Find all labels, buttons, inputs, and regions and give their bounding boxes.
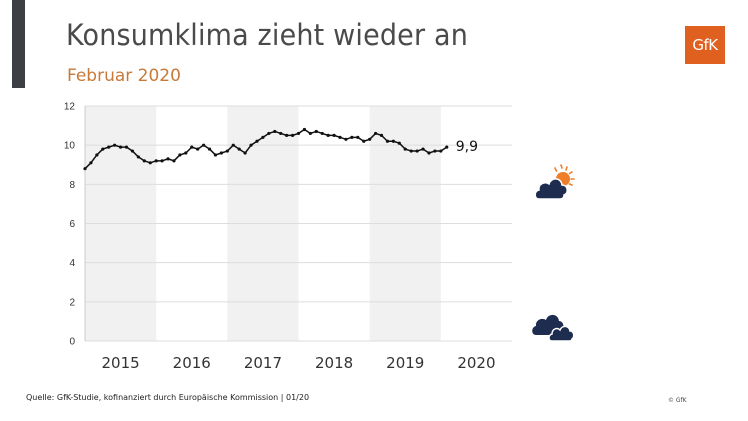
data-point (148, 161, 152, 165)
data-point (433, 149, 437, 153)
y-tick-label: 0 (69, 337, 75, 348)
data-point (178, 153, 182, 157)
data-point (344, 137, 348, 141)
data-point (154, 159, 158, 163)
data-point (338, 135, 342, 139)
data-point (273, 129, 277, 134)
data-point (166, 157, 170, 161)
data-point (409, 149, 413, 153)
y-tick-label: 2 (69, 297, 75, 308)
data-point (249, 143, 253, 147)
data-point (225, 149, 229, 153)
x-tick-label: 2019 (386, 354, 424, 372)
data-point (445, 145, 449, 149)
x-axis-labels: 2015 2016 2017 2018 2019 2020 (101, 354, 495, 372)
last-value-label: 9,9 (456, 139, 478, 155)
data-point (118, 145, 123, 149)
data-point (172, 159, 176, 163)
data-point (83, 167, 87, 171)
data-point (397, 141, 401, 145)
data-point (184, 151, 188, 155)
x-tick-label: 2020 (457, 354, 495, 372)
data-point (368, 137, 372, 141)
y-tick-label: 12 (64, 102, 76, 113)
data-point (243, 151, 247, 155)
data-point (421, 147, 425, 151)
x-tick-label: 2015 (101, 354, 139, 372)
copyright-note: © GfK (668, 397, 687, 404)
data-point (326, 133, 330, 137)
gridlines (84, 105, 512, 342)
data-point (320, 131, 324, 136)
data-point (101, 147, 105, 151)
data-point (385, 139, 390, 143)
data-point (196, 147, 200, 151)
data-point (89, 161, 93, 165)
data-point (356, 135, 360, 139)
data-point (160, 159, 164, 163)
data-point (403, 147, 407, 151)
data-series (83, 127, 449, 171)
data-point (314, 129, 318, 134)
data-point (285, 133, 289, 137)
logo-text: GfK (692, 36, 718, 54)
y-tick-label: 4 (69, 258, 75, 269)
data-point (350, 135, 354, 139)
data-point (362, 139, 366, 143)
accent-side-bar (12, 0, 25, 88)
data-point (308, 131, 312, 136)
sun-behind-cloud-icon (534, 164, 575, 200)
data-point (130, 149, 135, 153)
data-point (219, 151, 224, 155)
source-note: Quelle: GfK-Studie, kofinanziert durch E… (26, 393, 310, 402)
data-point (142, 159, 146, 163)
data-point (124, 145, 129, 149)
data-point (439, 149, 443, 153)
data-point (213, 153, 218, 157)
x-tick-label: 2017 (244, 354, 282, 372)
data-point (290, 133, 295, 137)
data-point (231, 143, 235, 147)
data-point (332, 133, 336, 137)
data-point (95, 153, 99, 157)
y-axis-ticks: 0 2 4 6 8 10 12 (64, 102, 76, 348)
data-point (207, 147, 212, 151)
data-point (391, 139, 395, 143)
data-point (415, 149, 419, 153)
data-point (136, 155, 140, 159)
clouds-icon (532, 314, 575, 342)
data-point (379, 133, 384, 137)
data-point (302, 127, 307, 132)
data-point (237, 147, 241, 151)
y-tick-label: 6 (69, 219, 75, 230)
data-point (107, 145, 111, 149)
data-point (255, 139, 259, 143)
page-title: Konsumklima zieht wieder an (66, 18, 468, 52)
x-tick-label: 2016 (173, 354, 211, 372)
data-point (373, 131, 378, 136)
data-point (427, 151, 431, 155)
data-point (202, 143, 206, 147)
data-point (113, 143, 117, 147)
data-point (267, 131, 271, 136)
data-point (190, 145, 194, 149)
y-tick-label: 8 (69, 180, 75, 191)
page-subtitle: Februar 2020 (67, 66, 181, 86)
data-point (279, 131, 283, 136)
data-point (296, 131, 301, 136)
gfk-logo: GfK (685, 26, 725, 64)
y-tick-label: 10 (64, 141, 76, 152)
x-tick-label: 2018 (315, 354, 353, 372)
data-point (261, 135, 265, 139)
